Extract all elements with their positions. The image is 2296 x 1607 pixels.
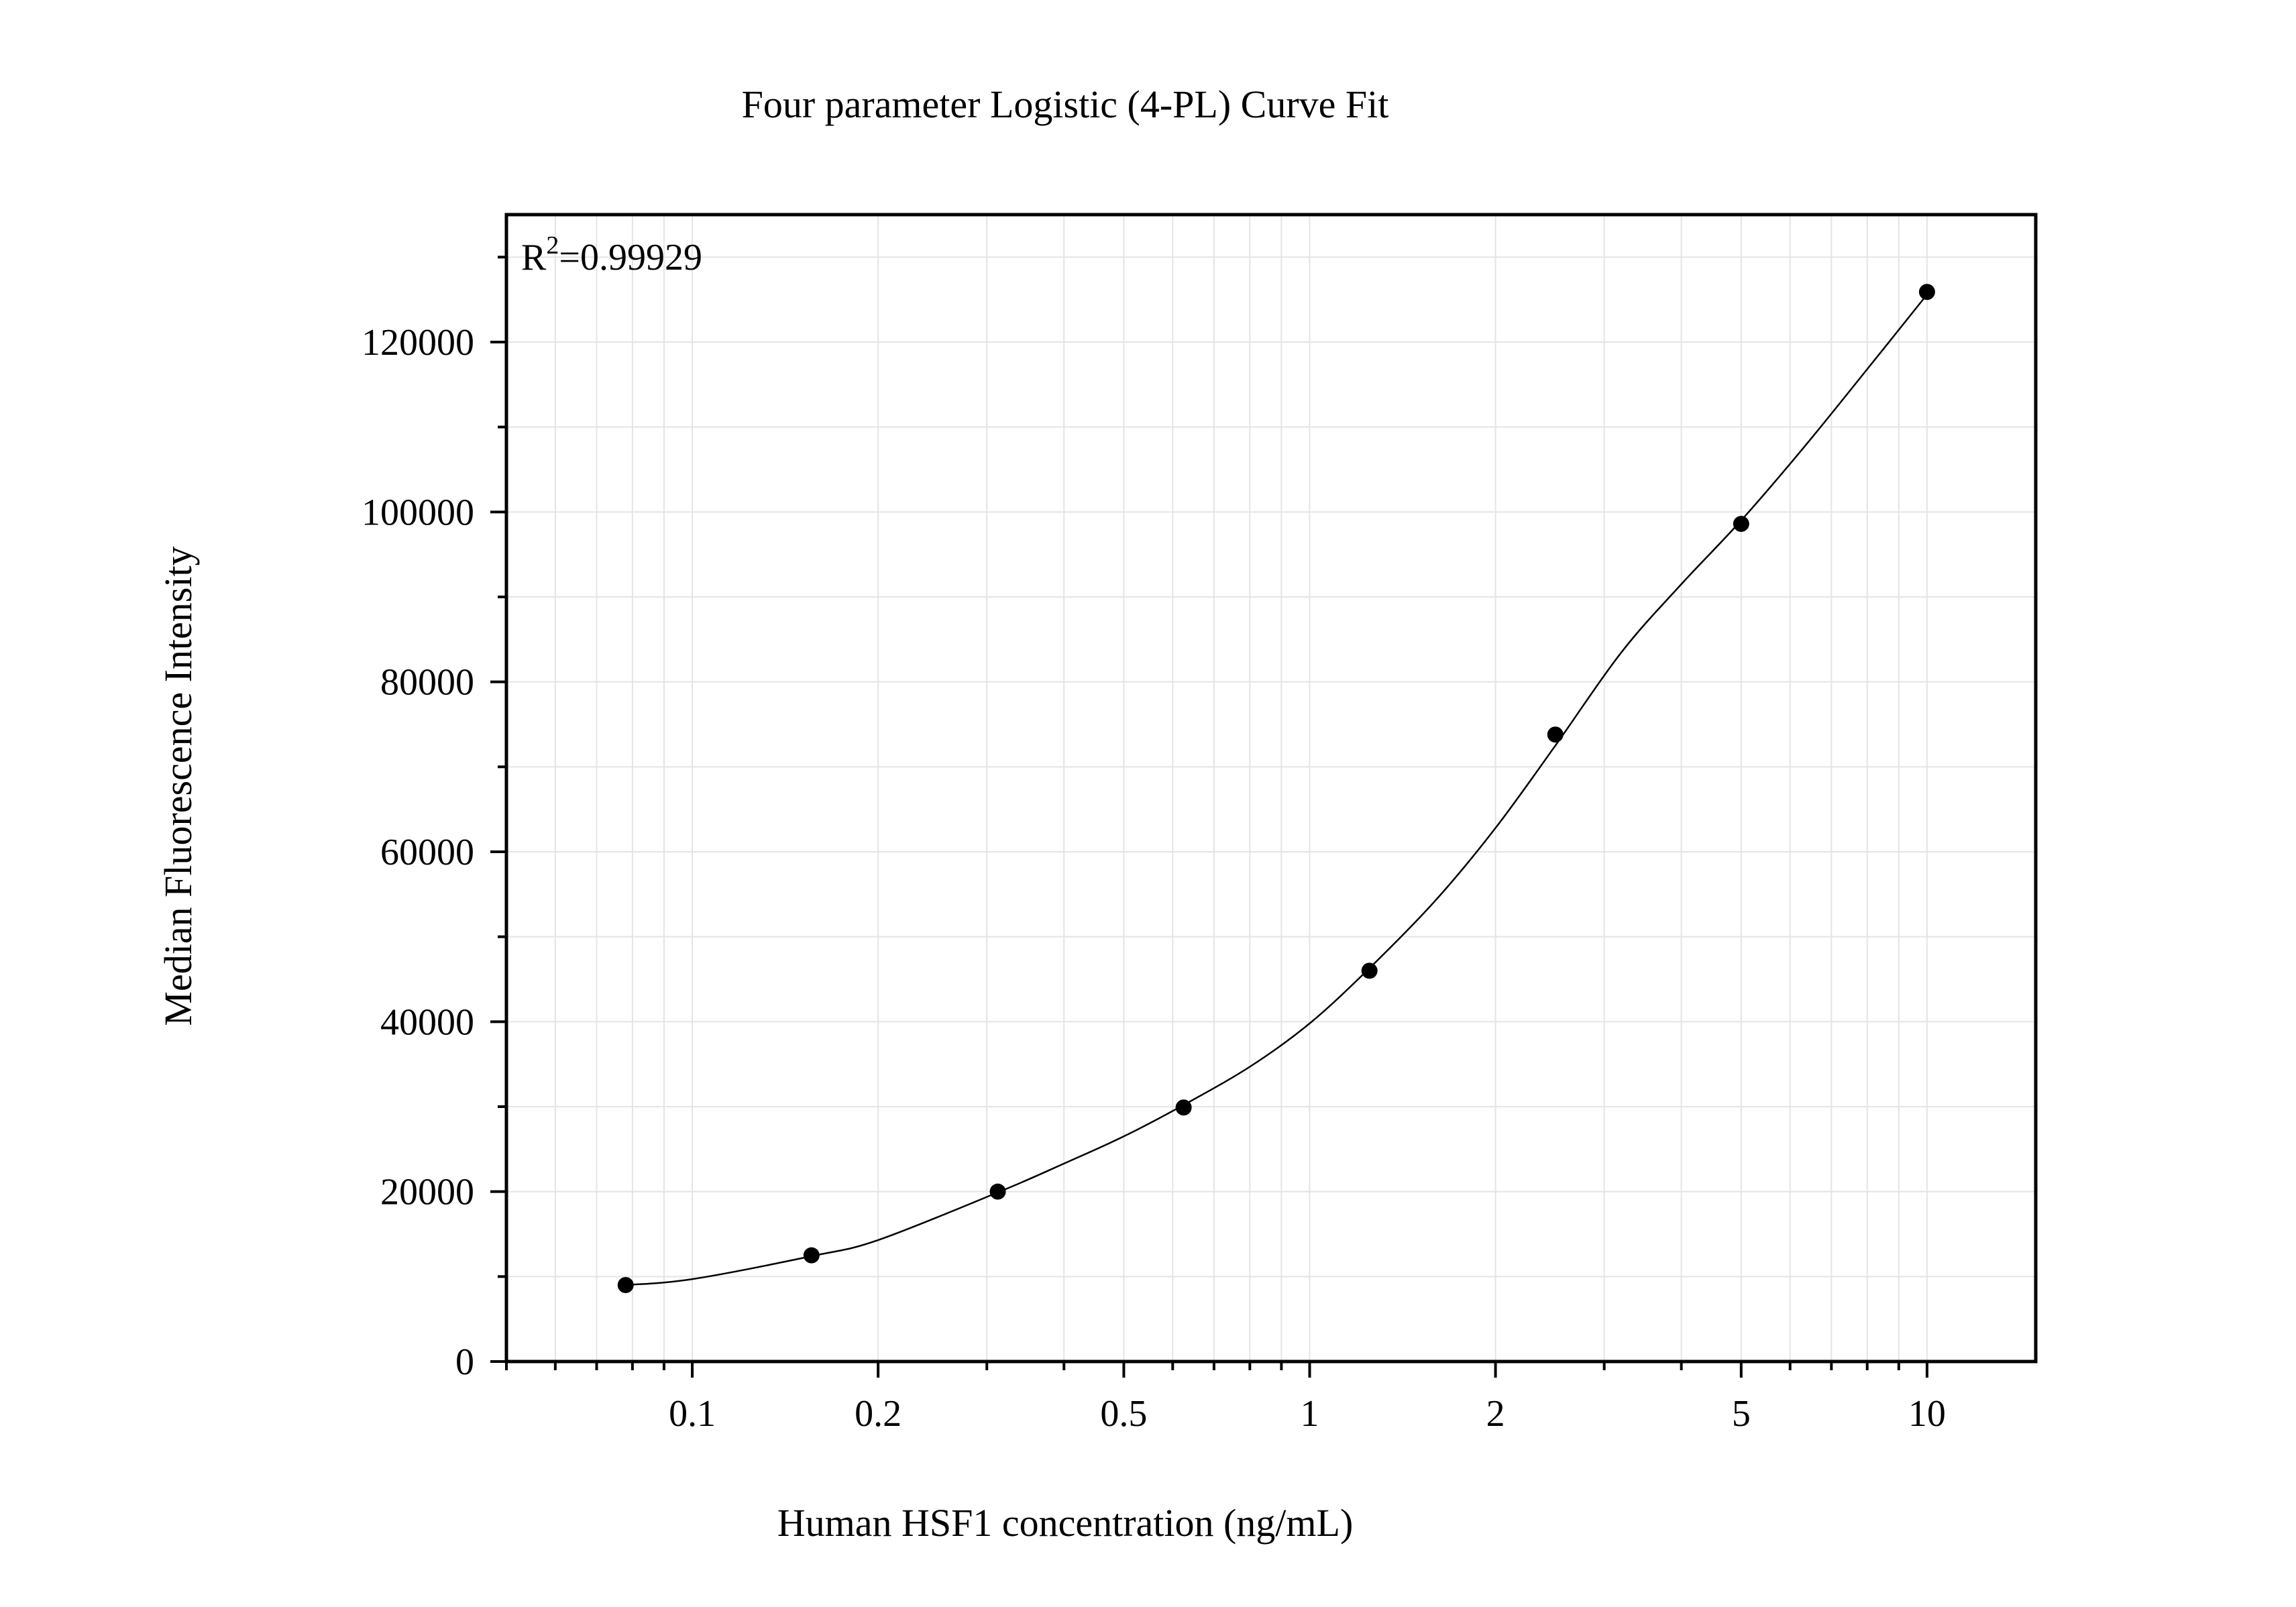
y-axis-label: Median Fluorescence Intensity bbox=[156, 546, 200, 1026]
chart-title: Four parameter Logistic (4-PL) Curve Fit bbox=[742, 82, 1389, 126]
y-tick-label: 100000 bbox=[362, 492, 474, 533]
data-point bbox=[1361, 962, 1378, 979]
x-tick-label: 1 bbox=[1300, 1393, 1319, 1435]
data-points-layer bbox=[617, 284, 1935, 1293]
data-point bbox=[1547, 726, 1564, 743]
x-tick-label: 5 bbox=[1732, 1393, 1751, 1435]
x-tick-label: 2 bbox=[1486, 1393, 1505, 1435]
y-tick-label: 60000 bbox=[380, 832, 474, 873]
y-tick-label: 0 bbox=[455, 1341, 474, 1383]
data-point bbox=[1733, 516, 1749, 533]
y-tick-label: 20000 bbox=[380, 1172, 474, 1213]
x-tick-label: 10 bbox=[1908, 1393, 1946, 1435]
r-squared-value: =0.99929 bbox=[559, 237, 702, 278]
y-tick-label: 120000 bbox=[362, 322, 474, 364]
grid-layer bbox=[506, 215, 2036, 1362]
data-point bbox=[1175, 1099, 1192, 1116]
r-squared-prefix: R bbox=[521, 237, 547, 278]
y-tick-label: 40000 bbox=[380, 1001, 474, 1043]
x-axis-label: Human HSF1 concentration (ng/mL) bbox=[777, 1501, 1354, 1545]
x-tick-label: 0.5 bbox=[1100, 1393, 1147, 1435]
axis-layer: 0.1 0.2 0.5 1 2 5 10 0 20000 40000 60000 80000 10000… bbox=[362, 213, 2038, 1435]
data-point bbox=[617, 1277, 634, 1293]
r-squared-superscript: 2 bbox=[546, 231, 559, 260]
data-point bbox=[1918, 284, 1935, 300]
data-point bbox=[989, 1183, 1006, 1200]
x-tick-label: 0.1 bbox=[669, 1393, 716, 1435]
y-tick-label: 80000 bbox=[380, 662, 474, 704]
plot-frame bbox=[504, 213, 2038, 1364]
r-squared-annotation: R2=0.99929 bbox=[521, 231, 702, 278]
data-point bbox=[803, 1247, 820, 1264]
x-tick-label: 0.2 bbox=[855, 1393, 901, 1435]
